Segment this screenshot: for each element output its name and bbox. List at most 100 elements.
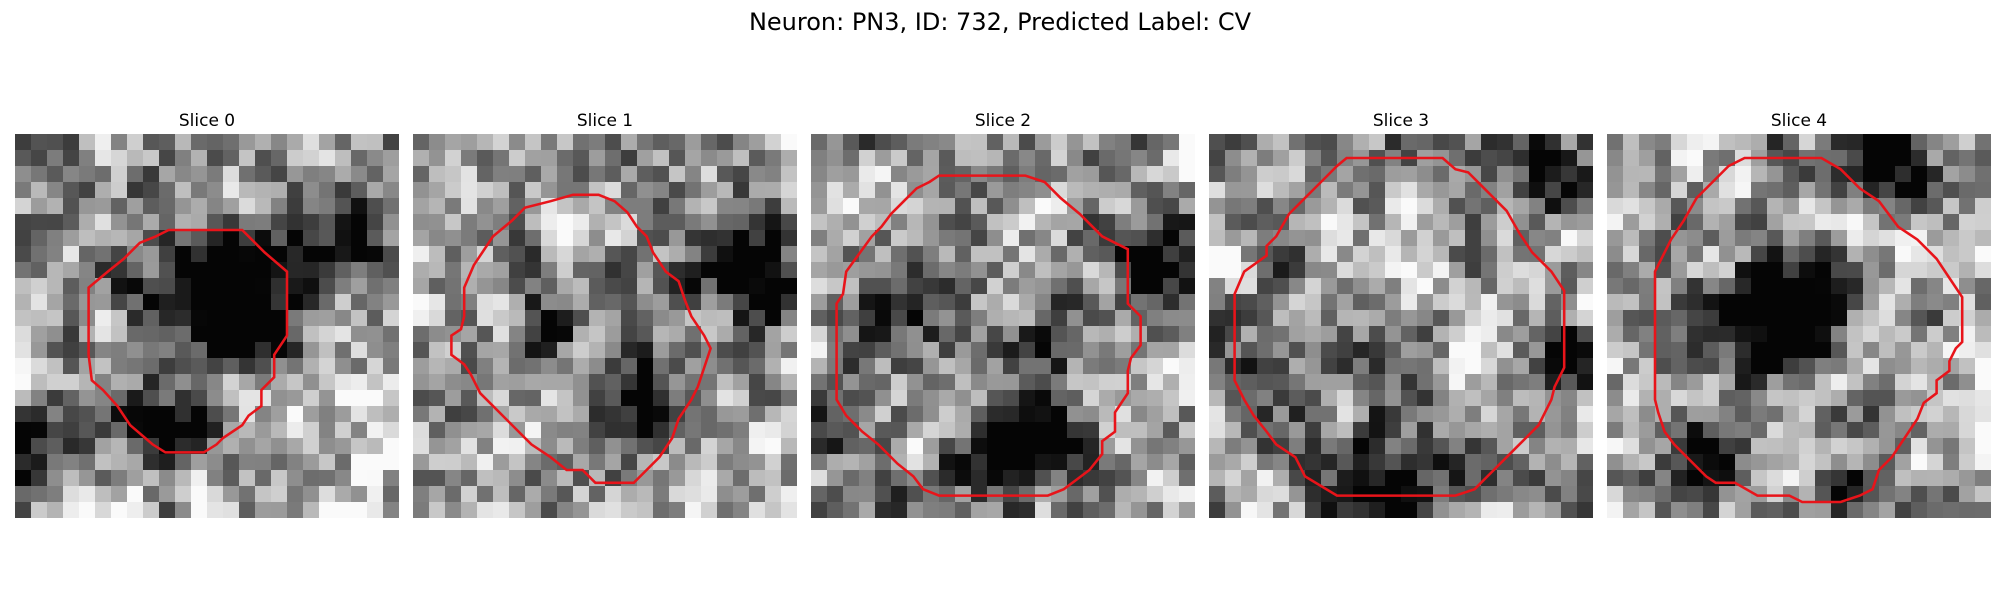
pixel-cell — [47, 422, 64, 439]
pixel-cell — [637, 294, 654, 311]
pixel-cell — [749, 182, 766, 199]
pixel-cell — [1401, 278, 1418, 295]
pixel-cell — [1225, 262, 1242, 279]
pixel-cell — [15, 502, 32, 518]
pixel-cell — [63, 182, 80, 199]
pixel-cell — [765, 166, 782, 183]
pixel-cell — [351, 406, 368, 423]
pixel-cell — [923, 438, 940, 455]
pixel-cell — [1465, 502, 1482, 518]
pixel-cell — [843, 310, 860, 327]
pixel-cell — [685, 438, 702, 455]
pixel-cell — [1433, 486, 1450, 503]
pixel-cell — [1003, 150, 1020, 167]
pixel-cell — [1687, 406, 1704, 423]
pixel-cell — [1815, 134, 1832, 151]
pixel-cell — [493, 470, 510, 487]
pixel-cell — [303, 502, 320, 518]
pixel-cell — [1735, 166, 1752, 183]
pixel-cell — [1545, 294, 1562, 311]
pixel-cell — [63, 150, 80, 167]
pixel-cell — [733, 310, 750, 327]
pixel-cell — [111, 390, 128, 407]
pixel-cell — [31, 294, 48, 311]
pixel-cell — [207, 294, 224, 311]
pixel-cell — [335, 246, 352, 263]
pixel-cell — [1831, 454, 1848, 471]
pixel-cell — [1417, 230, 1434, 247]
pixel-cell — [765, 198, 782, 215]
pixel-cell — [1623, 470, 1640, 487]
pixel-cell — [191, 406, 208, 423]
pixel-cell — [271, 278, 288, 295]
pixel-cell — [1401, 166, 1418, 183]
pixel-cell — [1257, 326, 1274, 343]
pixel-cell — [987, 438, 1004, 455]
pixel-cell — [127, 294, 144, 311]
pixel-cell — [875, 358, 892, 375]
pixel-cell — [255, 262, 272, 279]
pixel-cell — [1241, 166, 1258, 183]
pixel-cell — [79, 390, 96, 407]
pixel-cell — [1099, 342, 1116, 359]
pixel-cell — [1481, 150, 1498, 167]
pixel-cell — [1019, 454, 1036, 471]
pixel-cell — [1639, 470, 1656, 487]
pixel-cell — [1131, 390, 1148, 407]
pixel-cell — [159, 342, 176, 359]
pixel-cell — [271, 182, 288, 199]
pixel-cell — [159, 326, 176, 343]
pixel-cell — [653, 166, 670, 183]
pixel-cell — [383, 406, 399, 423]
pixel-cell — [1607, 342, 1624, 359]
pixel-cell — [1337, 134, 1354, 151]
pixel-cell — [653, 422, 670, 439]
pixel-cell — [685, 406, 702, 423]
pixel-cell — [207, 374, 224, 391]
pixel-cell — [287, 214, 304, 231]
pixel-cell — [1209, 166, 1226, 183]
pixel-cell — [939, 486, 956, 503]
pixel-cell — [1465, 182, 1482, 199]
pixel-cell — [859, 150, 876, 167]
pixel-cell — [1975, 358, 1991, 375]
pixel-cell — [891, 278, 908, 295]
pixel-cell — [701, 310, 718, 327]
pixel-cell — [1847, 470, 1864, 487]
pixel-cell — [383, 470, 399, 487]
pixel-cell — [335, 374, 352, 391]
pixel-cell — [445, 502, 462, 518]
pixel-cell — [1209, 278, 1226, 295]
pixel-cell — [1799, 374, 1816, 391]
pixel-cell — [1115, 166, 1132, 183]
pixel-cell — [621, 166, 638, 183]
pixel-cell — [1369, 486, 1386, 503]
pixel-cell — [1863, 278, 1880, 295]
pixel-cell — [1257, 262, 1274, 279]
pixel-cell — [907, 310, 924, 327]
pixel-cell — [811, 134, 828, 151]
pixel-cell — [1131, 486, 1148, 503]
pixel-cell — [271, 470, 288, 487]
pixel-cell — [653, 182, 670, 199]
pixel-cell — [1831, 262, 1848, 279]
pixel-cell — [971, 262, 988, 279]
pixel-cell — [1385, 294, 1402, 311]
pixel-cell — [1131, 150, 1148, 167]
pixel-cell — [429, 406, 446, 423]
pixel-cell — [255, 310, 272, 327]
pixel-cell — [1863, 454, 1880, 471]
pixel-cell — [1831, 230, 1848, 247]
pixel-cell — [1847, 502, 1864, 518]
pixel-cell — [955, 262, 972, 279]
pixel-cell — [1959, 342, 1976, 359]
pixel-cell — [1305, 326, 1322, 343]
pixel-cell — [1465, 438, 1482, 455]
pixel-cell — [541, 134, 558, 151]
pixel-cell — [159, 358, 176, 375]
pixel-cell — [907, 262, 924, 279]
pixel-cell — [733, 294, 750, 311]
pixel-cell — [1655, 326, 1672, 343]
pixel-cell — [1003, 278, 1020, 295]
pixel-cell — [1847, 278, 1864, 295]
